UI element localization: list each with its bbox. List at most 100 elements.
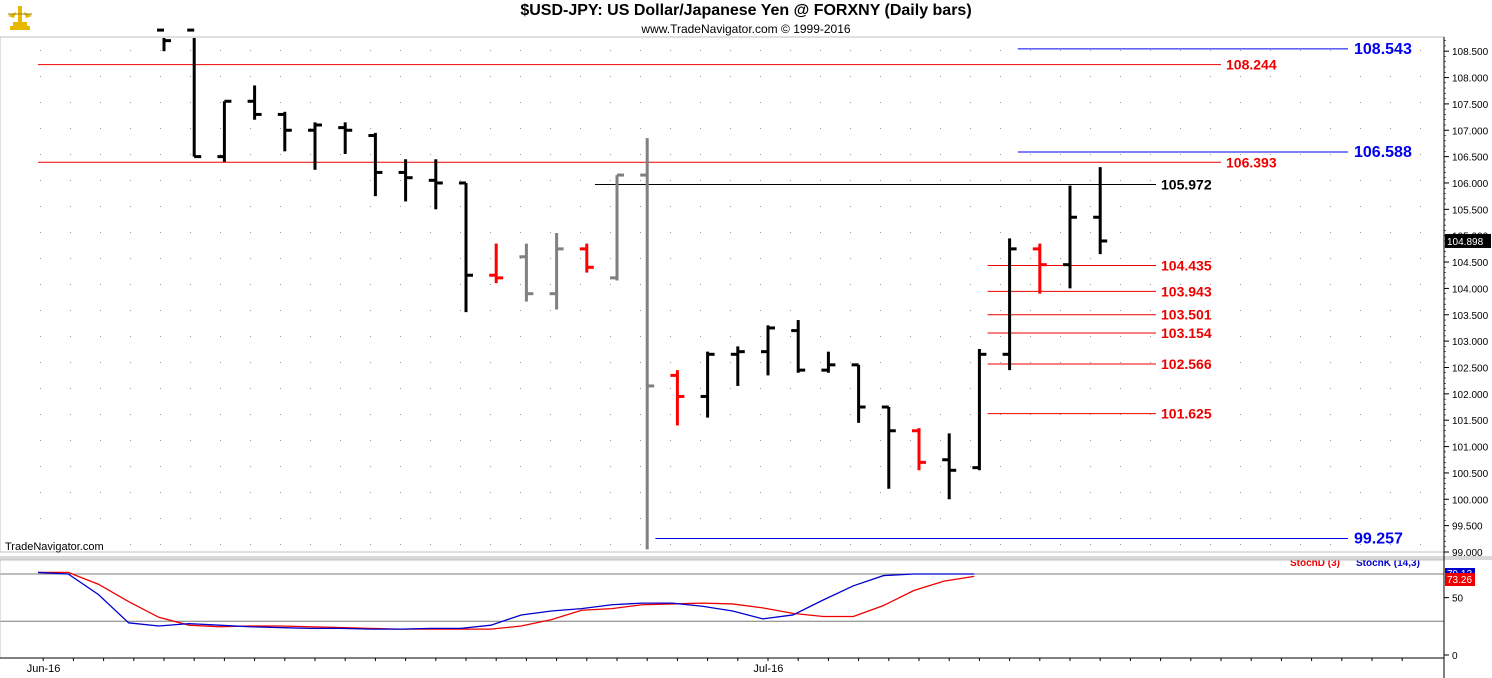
grid-dot — [1240, 440, 1241, 441]
grid-dot — [1180, 388, 1181, 389]
grid-dot — [1210, 128, 1211, 129]
grid-dot — [1330, 76, 1331, 77]
grid-dot — [730, 388, 731, 389]
grid-dot — [700, 544, 701, 545]
grid-dot — [310, 102, 311, 103]
grid-dot — [460, 310, 461, 311]
grid-dot — [340, 102, 341, 103]
grid-dot — [250, 544, 251, 545]
grid-dot — [490, 518, 491, 519]
stochastic-panel: StochD (3) StochK (14,3) — [0, 558, 1444, 630]
grid-dot — [280, 414, 281, 415]
grid-dot — [460, 258, 461, 259]
grid-dot — [700, 258, 701, 259]
y-tick-label: 102.000 — [1452, 390, 1489, 401]
grid-dot — [280, 284, 281, 285]
chart-subtitle: www.TradeNavigator.com © 1999-2016 — [641, 22, 851, 36]
grid-dot — [790, 414, 791, 415]
grid-dot — [610, 362, 611, 363]
grid-dot — [1060, 180, 1061, 181]
grid-dot — [1060, 440, 1061, 441]
grid-dot — [1120, 102, 1121, 103]
grid-dot — [430, 388, 431, 389]
grid-dot — [910, 544, 911, 545]
grid-dot — [40, 440, 41, 441]
grid-dot — [1360, 128, 1361, 129]
grid-dot — [310, 206, 311, 207]
grid-dot — [400, 284, 401, 285]
grid-dot — [1270, 414, 1271, 415]
grid-dot — [670, 102, 671, 103]
grid-dot — [370, 206, 371, 207]
grid-dot — [370, 76, 371, 77]
grid-dot — [1390, 544, 1391, 545]
grid-dot — [1030, 492, 1031, 493]
grid-dot — [550, 258, 551, 259]
ohlc-bar — [761, 325, 775, 376]
grid-dot — [730, 154, 731, 155]
grid-dot — [940, 50, 941, 51]
grid-dot — [400, 440, 401, 441]
grid-dot — [160, 310, 161, 311]
grid-dot — [250, 180, 251, 181]
grid-dot — [430, 76, 431, 77]
grid-dot — [460, 180, 461, 181]
grid-dot — [700, 206, 701, 207]
grid-dot — [580, 310, 581, 311]
grid-dot — [370, 128, 371, 129]
axes: 99.000 99.500 100.000 100.500 101.000 101.500… — [0, 36, 1492, 678]
grid-dot — [520, 492, 521, 493]
grid-dot — [460, 518, 461, 519]
grid-dot — [490, 466, 491, 467]
level-label: 108.244 — [1226, 57, 1277, 73]
grid-dot — [1360, 336, 1361, 337]
grid-dot — [1030, 518, 1031, 519]
grid-dot — [1420, 258, 1421, 259]
grid-dot — [160, 362, 161, 363]
ohlc-bar — [1002, 238, 1017, 371]
grid-dot — [160, 154, 161, 155]
grid-dot — [1090, 102, 1091, 103]
grid-dot — [400, 310, 401, 311]
grid-dot — [850, 388, 851, 389]
grid-dot — [760, 76, 761, 77]
grid-dot — [940, 284, 941, 285]
grid-dot — [250, 206, 251, 207]
grid-dot — [160, 50, 161, 51]
grid-dot — [340, 206, 341, 207]
grid-dot — [610, 232, 611, 233]
grid-dot — [490, 492, 491, 493]
grid-dot — [790, 466, 791, 467]
grid-dot — [760, 466, 761, 467]
grid-dot — [1390, 362, 1391, 363]
grid-dot — [1060, 102, 1061, 103]
grid-dot — [1030, 284, 1031, 285]
grid-dot — [610, 102, 611, 103]
grid-dot — [610, 284, 611, 285]
grid-dot — [1420, 102, 1421, 103]
grid-dot — [1090, 206, 1091, 207]
grid-dot — [640, 128, 641, 129]
grid-dot — [340, 232, 341, 233]
ohlc-bar — [549, 233, 564, 310]
grid-dot — [1390, 102, 1391, 103]
grid-dot — [1030, 414, 1031, 415]
grid-dot — [40, 388, 41, 389]
grid-dot — [280, 544, 281, 545]
grid-dot — [1000, 102, 1001, 103]
grid-dot — [40, 492, 41, 493]
grid-dot — [400, 180, 401, 181]
grid-dot — [550, 128, 551, 129]
grid-dot — [1000, 76, 1001, 77]
y-tick-label: 106.000 — [1452, 179, 1489, 190]
grid-dot — [70, 544, 71, 545]
grid-dot — [160, 336, 161, 337]
stochastic-series-line — [37, 571, 975, 630]
grid-dot — [820, 518, 821, 519]
grid-dot — [1090, 284, 1091, 285]
grid-dot — [70, 414, 71, 415]
grid-dot — [1030, 76, 1031, 77]
grid-dot — [310, 336, 311, 337]
grid-dot — [850, 492, 851, 493]
grid-dot — [400, 336, 401, 337]
